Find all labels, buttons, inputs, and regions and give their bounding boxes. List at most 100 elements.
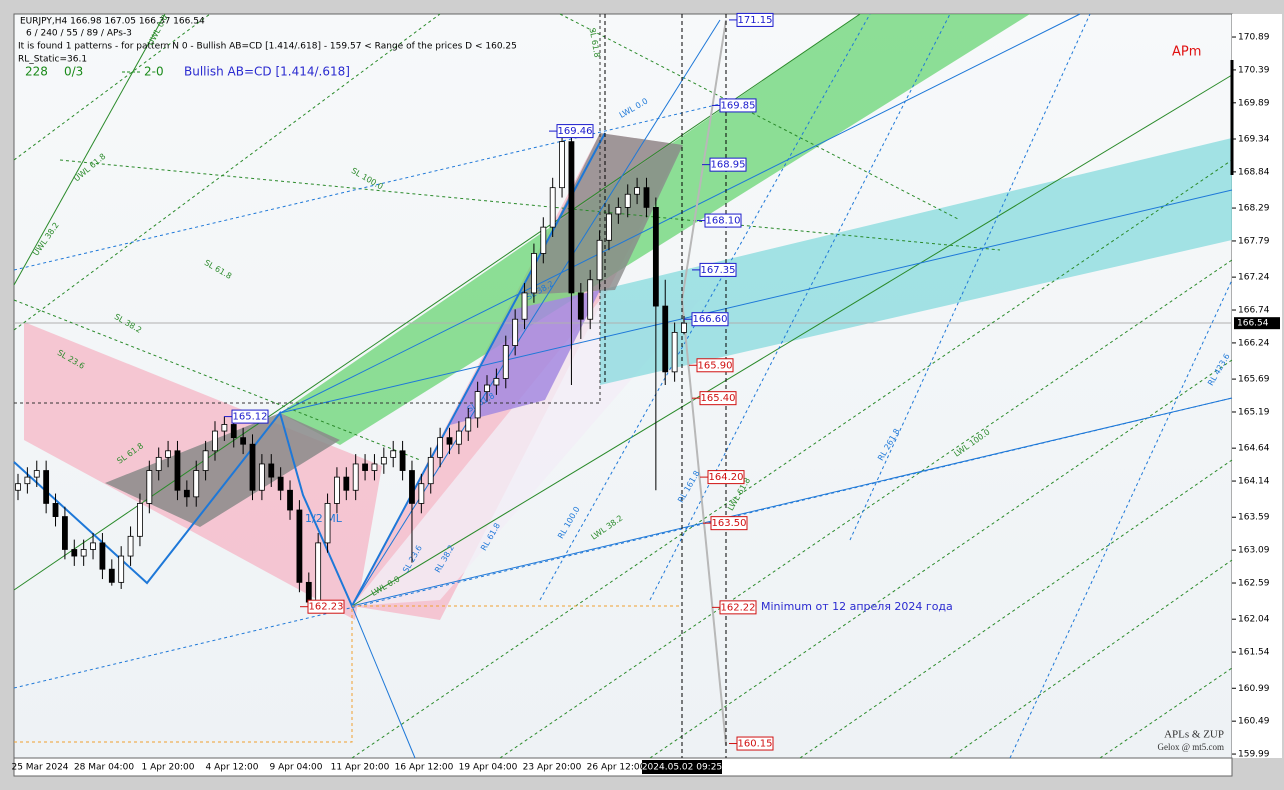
blue-lines (13, 13, 1233, 759)
minimum-note: Minimum от 12 апреля 2024 года (761, 600, 953, 613)
candle-body (512, 318, 519, 346)
level-box (704, 213, 742, 228)
candle-body (362, 463, 368, 471)
candle-body (240, 437, 247, 445)
y-tick-label: 168.29 (1238, 204, 1270, 214)
level-label: 169.46 (558, 126, 593, 137)
candle-body (681, 322, 687, 333)
level-box (736, 736, 774, 751)
y-tick-label: 165.69 (1238, 375, 1270, 385)
candle-body (165, 450, 171, 458)
y-tick-label: 166.24 (1238, 338, 1270, 348)
x-tick-label: 26 Apr 12:00 (587, 763, 646, 773)
candle-body (43, 470, 50, 504)
level-label: 168.95 (711, 160, 746, 171)
candle-body (587, 279, 594, 320)
level-box (709, 157, 747, 172)
x-tick-label: 9 Apr 04:00 (270, 763, 323, 773)
candle-body (146, 470, 153, 504)
level-box (736, 12, 774, 27)
level-box (231, 409, 269, 424)
y-tick-label: 163.09 (1238, 546, 1270, 556)
candle-body (268, 463, 275, 478)
cursor-time: 2024.05.02 09:25 (642, 763, 722, 773)
y-tick-label: 164.14 (1238, 477, 1270, 487)
level-box (556, 124, 594, 139)
candle-body (296, 509, 303, 583)
candle-body (118, 555, 125, 583)
grey-zone (105, 413, 340, 527)
level-box (699, 262, 737, 277)
y-tick-label: 164.64 (1238, 444, 1270, 454)
candle-body (230, 424, 237, 439)
x-tick-label: 16 Apr 12:00 (395, 763, 454, 773)
candle-body (137, 503, 143, 537)
level-box (719, 600, 757, 615)
brand: APLs & ZUP (1164, 729, 1224, 741)
level-label: 163.50 (712, 518, 747, 529)
y-tick-label: 167.79 (1238, 236, 1270, 246)
x-tick-label: 11 Apr 20:00 (331, 763, 390, 773)
grey-zone (520, 133, 683, 295)
candle-body (502, 345, 509, 379)
candle-body (315, 542, 322, 603)
level-box (710, 516, 748, 531)
level-box (719, 98, 757, 113)
mode: 2-0 (144, 65, 164, 79)
candle-body (634, 187, 640, 195)
candle-body (24, 476, 31, 485)
ratio: 0/3 (64, 65, 83, 79)
y-tick-label: 161.54 (1238, 648, 1270, 658)
candle-body (484, 384, 490, 392)
x-tick-label: 4 Apr 12:00 (206, 763, 259, 773)
candle-body (380, 456, 387, 465)
x-tick-label: 1 Apr 20:00 (142, 763, 195, 773)
candle-body (202, 450, 209, 471)
title: EURJPY,H4 166.98 167.05 166.37 166.54 (20, 17, 205, 27)
static-text: RL_Static=36.1 (18, 55, 87, 65)
candle-body (559, 141, 565, 189)
y-tick-label: 170.89 (1238, 33, 1270, 43)
y-tick-label: 162.04 (1238, 615, 1270, 625)
y-tick-label: 166.74 (1238, 306, 1270, 316)
y-tick-label: 167.24 (1238, 273, 1270, 283)
candle-body (624, 193, 631, 208)
x-tick-label: 23 Apr 20:00 (523, 763, 582, 773)
level-label: 167.35 (701, 265, 736, 276)
level-label: 160.15 (738, 739, 773, 750)
counter: 228 (25, 65, 48, 79)
y-tick-label: 170.39 (1238, 65, 1270, 75)
candle-body (652, 207, 659, 307)
candle-body (183, 489, 190, 498)
level-label: 168.10 (706, 216, 741, 227)
grey-line (680, 19, 727, 746)
level-box (707, 470, 745, 485)
candle-body (446, 437, 453, 445)
level-label: 162.22 (721, 602, 756, 613)
candle-body (352, 463, 359, 491)
y-tick-label: 159.99 (1238, 750, 1270, 760)
candle-body (568, 141, 575, 294)
subtitle: 6 / 240 / 55 / 89 / APs-3 (26, 29, 132, 39)
candle-body (324, 503, 331, 544)
candle-body (409, 470, 415, 504)
candle-body (221, 424, 228, 432)
candle-body (33, 470, 40, 478)
candle-body (305, 581, 312, 603)
level-box (696, 358, 734, 373)
candle-body (662, 305, 669, 373)
candle-body (465, 417, 472, 432)
candle-body (127, 535, 134, 557)
candle-body (531, 253, 537, 294)
candle-body (371, 463, 378, 471)
candle-body (418, 483, 425, 504)
y-tick-label: 169.89 (1238, 98, 1270, 108)
candle-body (549, 187, 556, 228)
candle-body (90, 542, 96, 550)
candle-body (212, 430, 218, 452)
candle-body (455, 430, 462, 445)
candle-body (80, 549, 87, 557)
level-label: 166.60 (693, 314, 728, 325)
